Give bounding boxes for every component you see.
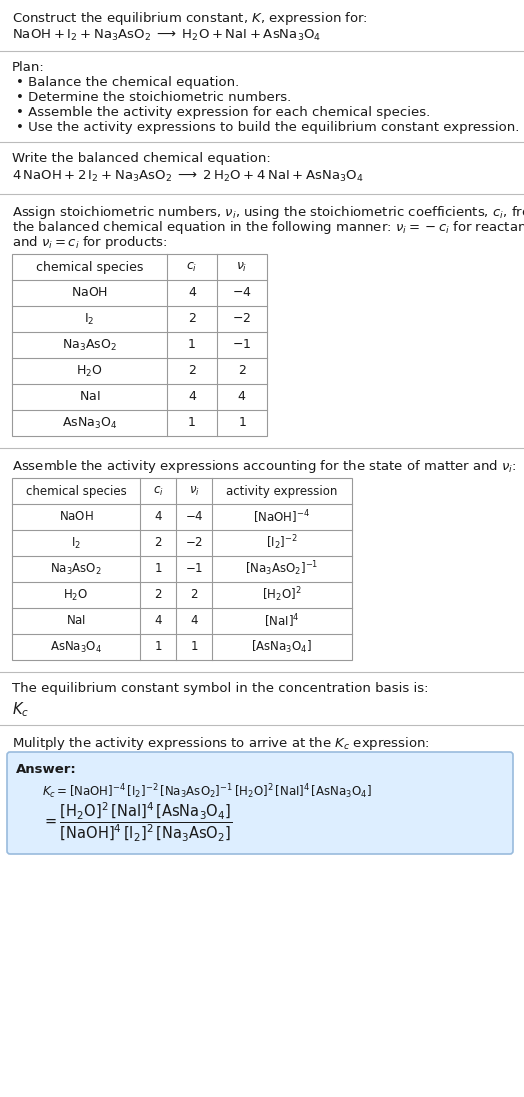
Text: $\mathrm{NaOH}$: $\mathrm{NaOH}$ [59,510,93,523]
Text: $4\,\mathrm{NaOH} + 2\,\mathrm{I_2} + \mathrm{Na_3AsO_2} \;\longrightarrow\; 2\,: $4\,\mathrm{NaOH} + 2\,\mathrm{I_2} + \m… [12,169,364,184]
Text: $\mathrm{H_2O}$: $\mathrm{H_2O}$ [76,363,103,378]
Text: chemical species: chemical species [36,260,143,273]
Text: 1: 1 [154,641,162,654]
Text: $[\mathrm{H_2O}]^{2}$: $[\mathrm{H_2O}]^{2}$ [262,586,302,604]
Text: $-1$: $-1$ [232,339,252,351]
Text: activity expression: activity expression [226,485,337,498]
Text: 1: 1 [188,417,196,430]
Text: $\mathrm{H_2O}$: $\mathrm{H_2O}$ [63,588,89,602]
Text: • Balance the chemical equation.: • Balance the chemical equation. [16,76,239,89]
Text: 1: 1 [188,339,196,351]
Text: and $\nu_i = c_i$ for products:: and $\nu_i = c_i$ for products: [12,234,168,251]
Text: $2$: $2$ [238,364,246,377]
Text: $= \dfrac{[\mathrm{H_2O}]^{2}\,[\mathrm{NaI}]^{4}\,[\mathrm{AsNa_3O_4}]}{[\mathr: $= \dfrac{[\mathrm{H_2O}]^{2}\,[\mathrm{… [42,801,232,845]
Text: $\mathrm{NaI}$: $\mathrm{NaI}$ [66,614,86,627]
Bar [12,478,352,660]
Text: $[\mathrm{NaOH}]^{-4}$: $[\mathrm{NaOH}]^{-4}$ [254,508,311,525]
Text: $-4$: $-4$ [232,286,252,299]
Text: $[\mathrm{AsNa_3O_4}]$: $[\mathrm{AsNa_3O_4}]$ [252,638,312,655]
Text: 2: 2 [154,536,162,550]
Text: The equilibrium constant symbol in the concentration basis is:: The equilibrium constant symbol in the c… [12,682,429,695]
Text: $1$: $1$ [190,641,198,654]
Text: Plan:: Plan: [12,61,45,73]
Text: $K_c = [\mathrm{NaOH}]^{-4}\,[\mathrm{I_2}]^{-2}\,[\mathrm{Na_3AsO_2}]^{-1}\,[\m: $K_c = [\mathrm{NaOH}]^{-4}\,[\mathrm{I_… [42,782,372,801]
Text: $1$: $1$ [237,417,246,430]
Text: Mulitply the activity expressions to arrive at the $K_c$ expression:: Mulitply the activity expressions to arr… [12,735,430,753]
Text: chemical species: chemical species [26,485,126,498]
Text: $\mathrm{NaOH}$: $\mathrm{NaOH}$ [71,286,108,299]
Text: $\nu_i$: $\nu_i$ [189,485,200,498]
Text: Construct the equilibrium constant, $K$, expression for:: Construct the equilibrium constant, $K$,… [12,10,368,27]
Text: $K_c$: $K_c$ [12,700,29,719]
Text: $\mathrm{NaOH} + \mathrm{I_2} + \mathrm{Na_3AsO_2} \;\longrightarrow\; \mathrm{H: $\mathrm{NaOH} + \mathrm{I_2} + \mathrm{… [12,29,321,43]
FancyBboxPatch shape [7,753,513,853]
Text: 2: 2 [188,364,196,377]
Text: $\mathrm{Na_3AsO_2}$: $\mathrm{Na_3AsO_2}$ [50,562,102,577]
Text: $2$: $2$ [190,588,198,601]
Text: $\mathrm{I_2}$: $\mathrm{I_2}$ [84,312,95,327]
Text: $\nu_i$: $\nu_i$ [236,260,248,273]
Text: • Assemble the activity expression for each chemical species.: • Assemble the activity expression for e… [16,106,430,118]
Text: Assemble the activity expressions accounting for the state of matter and $\nu_i$: Assemble the activity expressions accoun… [12,459,517,475]
Text: 4: 4 [154,614,162,627]
Text: $[\mathrm{I_2}]^{-2}$: $[\mathrm{I_2}]^{-2}$ [266,533,298,553]
Bar [12,255,267,436]
Text: $\mathrm{NaI}$: $\mathrm{NaI}$ [79,391,100,404]
Text: 2: 2 [154,588,162,601]
Text: $c_i$: $c_i$ [187,260,198,273]
Text: $c_i$: $c_i$ [152,485,163,498]
Text: 4: 4 [188,391,196,404]
Text: $-2$: $-2$ [185,536,203,550]
Text: the balanced chemical equation in the following manner: $\nu_i = -c_i$ for react: the balanced chemical equation in the fo… [12,219,524,236]
Text: 4: 4 [154,510,162,523]
Text: $\mathrm{Na_3AsO_2}$: $\mathrm{Na_3AsO_2}$ [62,338,117,352]
Text: $[\mathrm{Na_3AsO_2}]^{-1}$: $[\mathrm{Na_3AsO_2}]^{-1}$ [245,559,319,578]
Text: $\mathrm{I_2}$: $\mathrm{I_2}$ [71,535,81,551]
Text: $[\mathrm{NaI}]^{4}$: $[\mathrm{NaI}]^{4}$ [264,612,300,630]
Text: $4$: $4$ [237,391,247,404]
Text: • Determine the stoichiometric numbers.: • Determine the stoichiometric numbers. [16,91,291,104]
Text: $-4$: $-4$ [184,510,203,523]
Text: 4: 4 [188,286,196,299]
Text: Answer:: Answer: [16,764,77,776]
Text: $\mathrm{AsNa_3O_4}$: $\mathrm{AsNa_3O_4}$ [50,640,102,655]
Text: $-2$: $-2$ [233,313,252,326]
Text: $\mathrm{AsNa_3O_4}$: $\mathrm{AsNa_3O_4}$ [62,416,117,430]
Text: 2: 2 [188,313,196,326]
Text: 1: 1 [154,563,162,576]
Text: Write the balanced chemical equation:: Write the balanced chemical equation: [12,152,271,165]
Text: $4$: $4$ [190,614,199,627]
Text: Assign stoichiometric numbers, $\nu_i$, using the stoichiometric coefficients, $: Assign stoichiometric numbers, $\nu_i$, … [12,204,524,220]
Text: • Use the activity expressions to build the equilibrium constant expression.: • Use the activity expressions to build … [16,121,519,134]
Text: $-1$: $-1$ [185,563,203,576]
